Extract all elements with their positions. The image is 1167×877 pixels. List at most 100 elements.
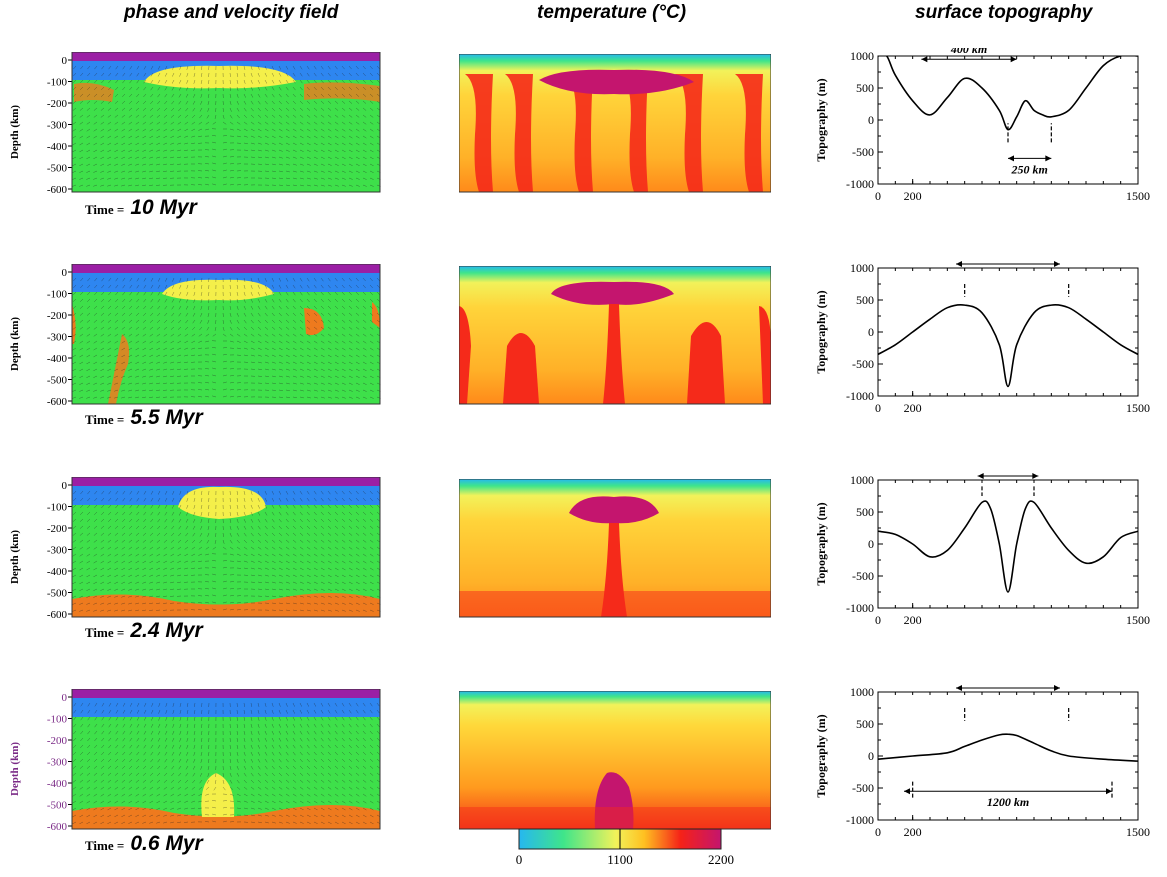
x-tick-label: 1500 (1126, 825, 1150, 839)
time-value: 0.6 Myr (130, 832, 203, 855)
time-label-row-1: Time = 10 Myr (85, 196, 197, 220)
y-tick-label: 500 (856, 81, 874, 95)
width-annotation: 600 km (956, 260, 1060, 267)
time-value: 5.5 Myr (130, 406, 203, 429)
time-label-row-4: Time = 0.6 Myr (85, 832, 203, 856)
y-tick-label: 500 (856, 717, 874, 731)
depth-axis-label: Depth (km) (9, 742, 21, 796)
width-annotation: 350 km (977, 472, 1039, 479)
depth-tick-label: -600 (47, 184, 68, 194)
y-tick-label: -500 (852, 781, 874, 795)
time-word: Time = (85, 202, 125, 217)
x-tick-label: 1500 (1126, 613, 1150, 627)
x-tick-label: 1500 (1126, 189, 1150, 203)
depth-tick-label: 0 (62, 480, 68, 492)
depth-tick-label: -100 (47, 502, 68, 514)
width-annotation: 600 km (956, 684, 1060, 691)
depth-tick-label: -200 (47, 735, 68, 747)
x-tick-label: 0 (875, 613, 881, 627)
depth-tick-label: -200 (47, 523, 68, 535)
x-tick-label: 0 (875, 401, 881, 415)
y-tick-label: -1000 (846, 813, 874, 827)
y-tick-label: -500 (852, 145, 874, 159)
depth-tick-label: -200 (47, 98, 68, 110)
x-tick-label: 200 (904, 825, 922, 839)
y-tick-label: 0 (868, 537, 874, 551)
depth-tick-label: -300 (47, 545, 68, 557)
width-annotation-label: 350 km (989, 472, 1026, 473)
temperature-panel (459, 479, 771, 618)
topography-column-title: surface topography (915, 2, 1093, 23)
time-label-row-2: Time = 5.5 Myr (85, 406, 203, 430)
x-tick-label: 200 (904, 189, 922, 203)
depth-axis-label: Depth (km) (9, 317, 21, 371)
x-tick-label: 0 (875, 189, 881, 203)
depth-tick-label: -300 (47, 120, 68, 132)
phase-velocity-panel: Depth (km) 0 -100 -200 -300 -400 -500 -600 (9, 477, 381, 619)
y-tick-label: 500 (856, 505, 874, 519)
y-tick-label: -1000 (846, 389, 874, 403)
topography-series-line (878, 304, 1138, 388)
width-annotation: 1200 km (904, 788, 1112, 809)
phase-velocity-panel: Depth (km) 0 -100 -200 -300 -400 -500 -600 (9, 264, 381, 406)
phase-column-title: phase and velocity field (124, 2, 339, 23)
plot-frame (877, 267, 1139, 397)
time-word: Time = (85, 625, 125, 640)
topography-series-line (878, 733, 1138, 762)
x-tick-label: 200 (904, 613, 922, 627)
depth-tick-label: -400 (47, 778, 68, 790)
width-annotation-label: 250 km (1010, 162, 1047, 176)
temperature-column-title: temperature (°C) (537, 2, 687, 23)
depth-tick-label: -300 (47, 332, 68, 344)
y-tick-label: -1000 (846, 177, 874, 191)
depth-tick-label: -300 (47, 757, 68, 769)
topography-series-line (878, 500, 1138, 593)
y-axis-label: Topography (m) (814, 290, 828, 373)
colorbar-label-mid: 1100 (607, 852, 633, 867)
depth-tick-label: -500 (47, 588, 68, 600)
time-value: 10 Myr (130, 196, 197, 219)
depth-tick-label: -400 (47, 353, 68, 365)
y-axis-label: Topography (m) (814, 502, 828, 585)
plot-frame (877, 55, 1139, 185)
y-axis-label: Topography (m) (814, 714, 828, 797)
topography-chart: Topography (m)10005000-500-1000020015003… (814, 472, 1150, 627)
depth-tick-label: -600 (47, 609, 68, 619)
depth-axis-label: Depth (km) (9, 530, 21, 584)
topography-series-line (878, 56, 1138, 131)
y-tick-label: 0 (868, 325, 874, 339)
time-word: Time = (85, 412, 125, 427)
plot-frame (877, 479, 1139, 609)
y-tick-label: 1000 (850, 261, 874, 275)
x-tick-label: 1500 (1126, 401, 1150, 415)
temperature-panel (459, 691, 771, 830)
y-tick-label: 0 (868, 113, 874, 127)
colorbar-label-min: 0 (516, 852, 523, 867)
x-tick-label: 0 (875, 825, 881, 839)
depth-axis-label: Depth (km) (9, 105, 21, 159)
y-axis-label: Topography (m) (814, 78, 828, 161)
depth-tick-label: -600 (47, 821, 68, 831)
width-annotation-label: 600 km (990, 260, 1026, 261)
y-tick-label: -500 (852, 357, 874, 371)
phase-velocity-panel: Depth (km) 0 -100 -200 -300 -400 -500 -600 (9, 689, 381, 831)
depth-tick-label: 0 (62, 267, 68, 279)
depth-tick-label: -100 (47, 714, 68, 726)
temperature-panel (459, 266, 771, 405)
y-tick-label: -1000 (846, 601, 874, 615)
y-tick-label: 1000 (850, 473, 874, 487)
depth-tick-label: 0 (62, 692, 68, 704)
depth-tick-label: -100 (47, 77, 68, 89)
y-tick-label: 0 (868, 749, 874, 763)
width-annotation-label: 1200 km (987, 795, 1029, 809)
depth-tick-label: -500 (47, 800, 68, 812)
depth-tick-label: -100 (47, 289, 68, 301)
temperature-colorbar: 0 1100 2200 (516, 828, 734, 867)
depth-tick-label: -200 (47, 310, 68, 322)
y-tick-label: 500 (856, 293, 874, 307)
y-tick-label: -500 (852, 569, 874, 583)
depth-tick-label: -500 (47, 375, 68, 387)
x-tick-label: 200 (904, 401, 922, 415)
time-label-row-3: Time = 2.4 Myr (85, 619, 203, 643)
